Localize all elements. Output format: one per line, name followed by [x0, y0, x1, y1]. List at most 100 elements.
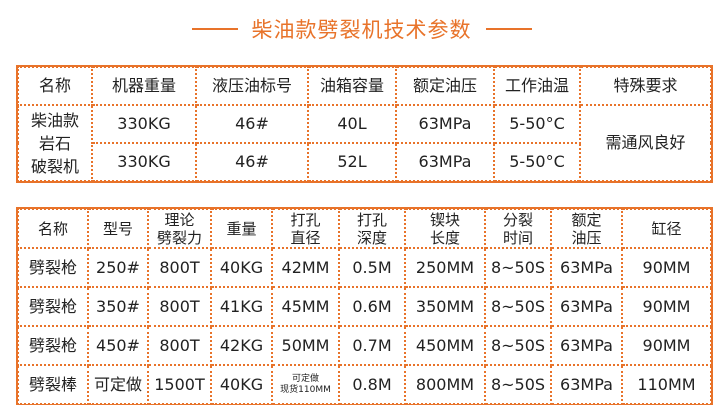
table-cell: 50MM: [271, 325, 340, 366]
spec-table-diesel: 名称 机器重量 液压油标号 油箱容量 额定油压 工作油温 特殊要求 柴油款 岩石…: [16, 65, 713, 183]
header-cell: 锲块 长度: [404, 208, 486, 249]
machine-name-line: 破裂机: [30, 156, 79, 176]
table-row: 330KG 46# 52L 63MPa 5-50°C: [18, 142, 711, 182]
table-row: 劈裂枪 250# 800T 40KG 42MM 0.5M 250MM 8~50S…: [17, 247, 712, 288]
table-cell: 42KG: [210, 325, 273, 366]
table-row: 柴油款 岩石 破裂机 330KG 46# 40L 63MPa 5-50°C 需通…: [17, 104, 712, 182]
table-cell: 90MM: [621, 286, 712, 327]
header-line: 重量: [226, 219, 257, 238]
header-line: 直径: [290, 228, 321, 247]
table-cell: 5-50°C: [493, 142, 581, 182]
table-cell: 46#: [195, 104, 309, 144]
header-cell: 打孔 直径: [271, 208, 340, 249]
header-line: 深度: [356, 228, 387, 247]
header-cell: 重量: [210, 208, 273, 249]
header-line: 打孔: [290, 210, 321, 229]
table-cell: 450#: [87, 325, 149, 366]
header-cell: 额定 油压: [550, 208, 623, 249]
header-line: 长度: [429, 228, 460, 247]
table-cell: 0.7M: [338, 325, 406, 366]
table-cell: 63MPa: [550, 286, 623, 327]
table-cell: 5-50°C: [493, 104, 581, 144]
header-cell: 打孔 深度: [338, 208, 406, 249]
table-header-row: 名称 机器重量 液压油标号 油箱容量 额定油压 工作油温 特殊要求: [17, 66, 712, 106]
header-cell: 工作油温: [493, 66, 581, 106]
custom-diameter-line: 现货110MM: [280, 384, 331, 395]
table-cell: 800MM: [404, 364, 486, 405]
table-cell: 63MPa: [550, 364, 623, 405]
header-line: 分裂: [502, 210, 533, 229]
table-cell: 1500T: [147, 364, 212, 405]
table-cell: 800T: [147, 325, 212, 366]
header-line: 缸径: [651, 219, 682, 238]
header-cell: 额定油压: [395, 66, 495, 106]
machine-name-cell: 柴油款 岩石 破裂机: [17, 104, 93, 182]
spec-table-splitters: 名称 型号 理论 劈裂力 重量 打孔 直径 打孔 深度 锲块 长度 分裂 时间 …: [16, 207, 713, 405]
header-line: 额定: [571, 210, 602, 229]
table-cell: 110MM: [621, 364, 712, 405]
table-cell: 350#: [87, 286, 149, 327]
table-cell: 8~50S: [484, 286, 552, 327]
table-cell: 劈裂棒: [17, 364, 89, 405]
table-cell: 41KG: [210, 286, 273, 327]
table-cell: 63MPa: [550, 247, 623, 288]
header-cell: 机器重量: [91, 66, 197, 106]
special-requirement-cell: 需通风良好: [579, 104, 712, 182]
table-cell: 90MM: [621, 247, 712, 288]
header-cell: 油箱容量: [307, 66, 397, 106]
table-cell: 劈裂枪: [17, 325, 89, 366]
header-line: 锲块: [429, 210, 460, 229]
table-cell: 90MM: [621, 325, 712, 366]
machine-name-line: 岩石: [38, 133, 71, 153]
table-cell: 800T: [147, 247, 212, 288]
title-text: 柴油款劈裂机技术参数: [251, 18, 472, 42]
table-cell: 45MM: [271, 286, 340, 327]
table-cell: 劈裂枪: [17, 286, 89, 327]
table-cell: 8~50S: [484, 247, 552, 288]
header-line: 油压: [571, 228, 602, 247]
table-cell: 330KG: [91, 104, 197, 144]
table-cell: 63MPa: [550, 325, 623, 366]
table-cell: 63MPa: [395, 104, 495, 144]
table-cell: 可定做: [87, 364, 149, 405]
table-cell: 0.6M: [338, 286, 406, 327]
table-row: 劈裂棒 可定做 1500T 40KG 可定做 现货110MM 0.8M 800M…: [17, 364, 712, 405]
header-cell: 理论 劈裂力: [147, 208, 212, 249]
header-cell: 型号: [87, 208, 149, 249]
header-line: 型号: [102, 219, 133, 238]
table-cell: 250MM: [404, 247, 486, 288]
table-cell: 330KG: [91, 142, 197, 182]
custom-diameter-line: 可定做: [291, 373, 319, 384]
header-cell: 特殊要求: [579, 66, 712, 106]
header-line: 劈裂力: [156, 228, 202, 247]
table-row: 劈裂枪 350# 800T 41KG 45MM 0.6M 350MM 8~50S…: [17, 286, 712, 327]
header-line: 时间: [502, 228, 533, 247]
table-cell: 42MM: [271, 247, 340, 288]
table-cell: 0.5M: [338, 247, 406, 288]
page-title: 柴油款劈裂机技术参数: [0, 12, 723, 46]
custom-diameter-cell: 可定做 现货110MM: [271, 364, 340, 405]
table-cell: 52L: [307, 142, 397, 182]
table-cell: 46#: [195, 142, 309, 182]
header-line: 名称: [37, 219, 68, 238]
table-cell: 8~50S: [484, 325, 552, 366]
table-header-row: 名称 型号 理论 劈裂力 重量 打孔 直径 打孔 深度 锲块 长度 分裂 时间 …: [17, 208, 712, 249]
title-left-rule: [191, 28, 238, 30]
table-cell: 450MM: [404, 325, 486, 366]
header-cell: 液压油标号: [195, 66, 309, 106]
header-cell: 名称: [17, 208, 89, 249]
table-cell: 劈裂枪: [17, 247, 89, 288]
table-row: 劈裂枪 450# 800T 42KG 50MM 0.7M 450MM 8~50S…: [17, 325, 712, 366]
header-line: 打孔: [356, 210, 387, 229]
table-cell: 350MM: [404, 286, 486, 327]
table-cell: 40KG: [210, 247, 273, 288]
table-cell: 8~50S: [484, 364, 552, 405]
table-cell: 0.8M: [338, 364, 406, 405]
header-cell: 名称: [17, 66, 93, 106]
header-cell: 分裂 时间: [484, 208, 552, 249]
table-cell: 40L: [307, 104, 397, 144]
table-cell: 63MPa: [395, 142, 495, 182]
table-cell: 40KG: [210, 364, 273, 405]
header-cell: 缸径: [621, 208, 712, 249]
title-right-rule: [485, 28, 532, 30]
